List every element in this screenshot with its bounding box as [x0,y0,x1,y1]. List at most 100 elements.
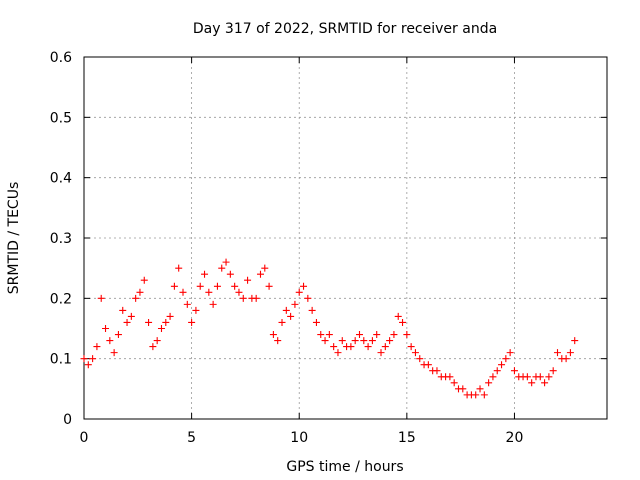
data-point [149,343,157,351]
x-tick-label: 20 [506,430,524,446]
data-point [502,355,510,363]
data-point [403,331,411,339]
data-point [433,367,441,375]
data-point [119,306,127,314]
data-point [300,282,308,290]
data-point [269,331,277,339]
data-point [145,318,153,326]
data-point [287,312,295,320]
x-tick-label: 0 [80,430,89,446]
data-point [317,331,325,339]
y-axis-label: SRMTID / TECUs [6,182,22,295]
y-tick-label: 0.5 [50,110,72,126]
y-tick-labels: 0 0.1 0.2 0.3 0.4 0.5 0.6 [50,50,72,428]
data-point [553,349,561,357]
data-point [265,282,273,290]
data-point [226,270,234,278]
data-point [183,300,191,308]
data-point [106,337,114,345]
data-point [407,343,415,351]
data-point [536,373,544,381]
data-point [295,288,303,296]
x-tick-label: 5 [187,430,196,446]
data-point [80,355,88,363]
data-point [179,288,187,296]
data-point [153,337,161,345]
data-point [364,343,372,351]
data-point [209,300,217,308]
data-point [136,288,144,296]
y-tick-label: 0.3 [50,231,72,247]
data-point [132,294,140,302]
data-point [282,306,290,314]
data-point [162,318,170,326]
data-point [196,282,204,290]
data-point [566,349,574,357]
data-point [523,373,531,381]
data-point [399,318,407,326]
data-point [571,337,579,345]
data-point [252,294,260,302]
data-point [386,337,394,345]
data-point [476,385,484,393]
data-point [424,361,432,369]
data-point [381,343,389,351]
data-point [278,318,286,326]
data-point [312,318,320,326]
data-point [188,318,196,326]
data-point [89,355,97,363]
data-point [192,306,200,314]
data-point [485,379,493,387]
data-point [377,349,385,357]
x-tick-label: 10 [290,430,308,446]
tick-marks [83,56,607,420]
data-point [510,367,518,375]
data-point [489,373,497,381]
data-point [114,331,122,339]
data-point [291,300,299,308]
data-point [330,343,338,351]
data-point [231,282,239,290]
x-tick-labels: 0 5 10 15 20 [80,430,524,446]
data-point [446,373,454,381]
data-point [213,282,221,290]
data-point [325,331,333,339]
data-point [321,337,329,345]
data-point [498,361,506,369]
data-point [368,337,376,345]
data-point [166,312,174,320]
data-point [308,306,316,314]
data-point [102,325,110,332]
data-point [459,385,467,393]
data-point [347,343,355,351]
chart-title: Day 317 of 2022, SRMTID for receiver and… [193,21,497,37]
data-point [541,379,549,387]
data-point [222,258,230,266]
data-point [528,379,536,387]
data-point [244,276,252,284]
y-tick-label: 0.2 [50,291,72,307]
data-point [140,276,148,284]
data-point [170,282,178,290]
data-points [80,258,579,399]
data-point [127,312,135,320]
data-point [205,288,213,296]
data-point [304,294,312,302]
y-tick-label: 0.4 [50,171,72,187]
data-point [239,294,247,302]
data-point [218,264,226,272]
data-point [416,355,424,363]
data-point [157,325,165,332]
data-point [355,331,363,339]
data-point [506,349,514,357]
data-point [97,294,105,302]
data-point [201,270,209,278]
data-point [545,373,553,381]
data-point [84,361,92,369]
data-point [562,355,570,363]
data-point [480,391,488,399]
data-point [338,337,346,345]
y-tick-label: 0.6 [50,50,72,66]
x-tick-label: 15 [398,430,416,446]
